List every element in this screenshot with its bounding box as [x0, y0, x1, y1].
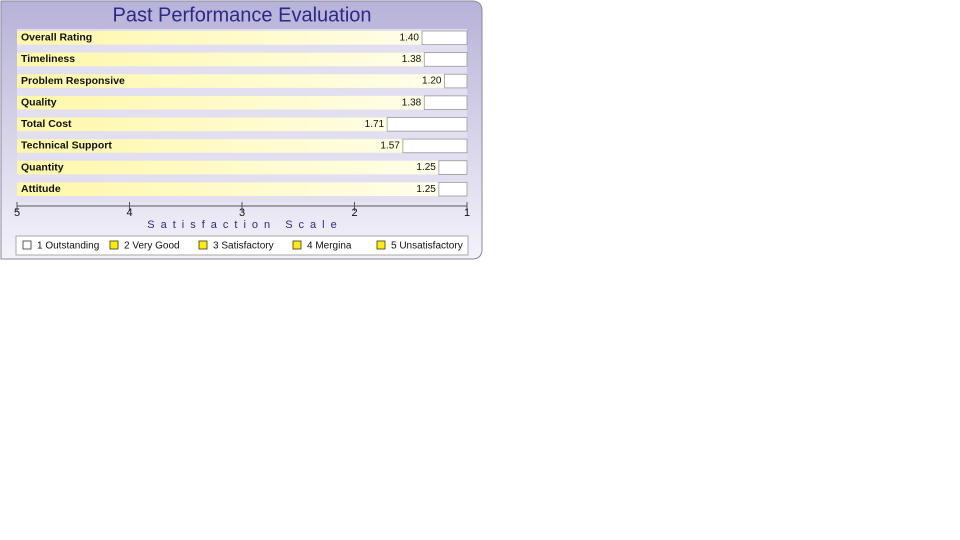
x-tick-label: 5	[14, 207, 20, 219]
value-label: 1.40	[400, 32, 420, 43]
row-band	[17, 117, 467, 132]
legend-swatch	[109, 240, 119, 250]
legend-swatch	[198, 240, 208, 250]
bar	[402, 138, 468, 154]
legend-label: 5 Unsatisfactory	[391, 241, 463, 252]
category-label: Quantity	[21, 161, 64, 173]
bar	[423, 52, 468, 67]
bar	[444, 73, 468, 89]
value-label: 1.25	[416, 184, 436, 195]
value-label: 1.57	[380, 141, 400, 152]
chart-title: Past Performance Evaluation	[112, 4, 371, 26]
bar	[386, 117, 468, 132]
x-tick-label: 1	[464, 207, 470, 219]
legend-box	[15, 235, 469, 256]
row-band	[17, 139, 467, 153]
x-tick-label: 4	[126, 207, 132, 219]
legend-label: 3 Satisfactory	[213, 241, 274, 252]
x-tick-label: 2	[351, 207, 357, 219]
legend-label: 4 Mergina	[307, 241, 352, 252]
bar	[421, 30, 468, 46]
legend-label: 1 Outstanding	[37, 241, 99, 252]
row-band	[17, 182, 467, 196]
category-label: Problem Responsive	[21, 75, 125, 87]
bar	[438, 160, 468, 175]
value-label: 1.71	[365, 119, 385, 130]
row-band	[17, 160, 467, 175]
value-label: 1.25	[416, 162, 436, 173]
category-label: Quality	[21, 96, 57, 108]
row-band	[17, 31, 467, 45]
value-label: 1.38	[402, 54, 422, 65]
value-label: 1.20	[422, 76, 442, 87]
bar	[438, 181, 468, 197]
category-label: Total Cost	[21, 118, 72, 130]
row-band	[17, 74, 467, 88]
row-band	[17, 95, 467, 110]
bar	[423, 95, 468, 110]
category-label: Attitude	[21, 183, 61, 195]
legend-swatch	[22, 240, 32, 250]
legend-swatch	[292, 240, 302, 250]
category-label: Technical Support	[21, 140, 112, 152]
category-label: Timeliness	[21, 53, 75, 65]
x-tick-label: 3	[239, 207, 245, 219]
row-band	[17, 52, 467, 67]
legend-label: 2 Very Good	[124, 241, 180, 252]
value-label: 1.38	[402, 97, 422, 108]
category-label: Overall Rating	[21, 32, 92, 44]
legend-swatch	[376, 240, 386, 250]
x-axis-label: Satisfaction Scale	[147, 219, 342, 231]
